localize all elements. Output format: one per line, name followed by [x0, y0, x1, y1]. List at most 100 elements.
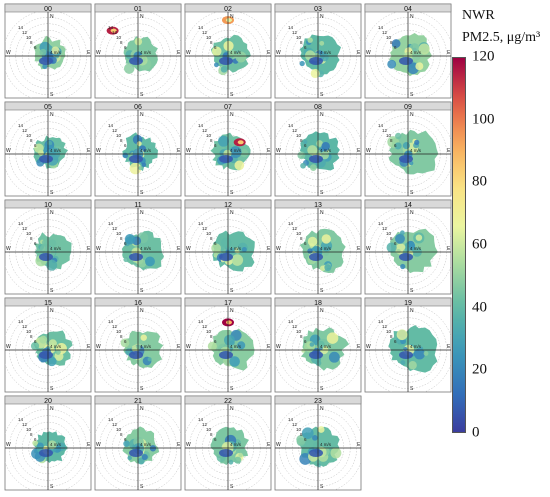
direction-label-n: N — [50, 210, 54, 216]
concentration-patch — [321, 234, 331, 244]
concentration-patch — [330, 447, 342, 459]
ring-label: 4 m/s — [50, 148, 62, 153]
ring-label: 14 — [378, 123, 384, 128]
direction-label-s: S — [230, 190, 234, 196]
colorbar-title: NWR PM2.5, μg/m³ — [462, 5, 540, 49]
ring-label: 10 — [386, 329, 392, 334]
direction-label-e: E — [177, 148, 181, 154]
direction-label-n: N — [50, 112, 54, 118]
panel-title: 18 — [314, 300, 322, 307]
direction-label-e: E — [357, 246, 361, 252]
ring-label: 4 m/s — [140, 344, 152, 349]
concentration-patch — [328, 351, 340, 363]
ring-label: 12 — [22, 324, 28, 329]
direction-label-s: S — [230, 92, 234, 98]
colorbar-tick-label: 20 — [472, 361, 487, 378]
ring-label: 6 — [304, 45, 307, 50]
ring-label: 6 — [124, 241, 127, 246]
ring-label: 8 — [390, 40, 393, 45]
direction-label-n: N — [320, 406, 324, 412]
concentration-patch — [138, 259, 147, 268]
concentration-patch — [400, 360, 406, 366]
concentration-patch — [140, 334, 147, 341]
low-concentration-core — [399, 253, 413, 261]
concentration-patch — [299, 60, 305, 67]
low-concentration-core — [399, 155, 413, 163]
ring-label: 12 — [382, 324, 388, 329]
ring-label: 12 — [202, 324, 208, 329]
ring-label: 6 — [394, 143, 397, 148]
ring-label: 14 — [108, 25, 114, 30]
ring-label: 10 — [26, 133, 32, 138]
direction-label-w: W — [6, 344, 11, 350]
ring-label: 12 — [202, 30, 208, 35]
direction-label-e: E — [87, 246, 91, 252]
concentration-patch — [418, 43, 430, 55]
ring-label: 8 — [300, 236, 303, 241]
direction-label-s: S — [140, 386, 144, 392]
direction-label-e: E — [87, 442, 91, 448]
concentration-patch — [214, 62, 219, 68]
direction-label-s: S — [410, 92, 414, 98]
ring-label: 8 — [210, 236, 213, 241]
concentration-patch — [395, 233, 405, 244]
low-concentration-core — [219, 57, 233, 65]
colorbar-title-line2: PM2.5, μg/m³ — [462, 30, 541, 45]
direction-label-s: S — [140, 92, 144, 98]
concentration-patch — [415, 62, 424, 71]
ring-label: 12 — [202, 422, 208, 427]
low-concentration-core — [219, 449, 233, 457]
direction-label-e: E — [447, 344, 451, 350]
ring-label: 4 m/s — [140, 442, 152, 447]
ring-label: 4 m/s — [50, 344, 62, 349]
concentration-patch — [207, 341, 217, 351]
ring-label: 8 — [300, 138, 303, 143]
direction-label-w: W — [6, 442, 11, 448]
ring-label: 12 — [202, 128, 208, 133]
low-concentration-core — [219, 155, 233, 163]
panel-title: 16 — [134, 300, 142, 307]
direction-label-e: E — [177, 50, 181, 56]
ring-label: 8 — [210, 138, 213, 143]
ring-label: 6 — [124, 45, 127, 50]
ring-label: 10 — [386, 231, 392, 236]
panel-title: 09 — [404, 104, 412, 111]
concentration-patch — [400, 263, 406, 270]
direction-label-e: E — [87, 344, 91, 350]
panel-title: 22 — [224, 398, 232, 405]
direction-label-e: E — [357, 344, 361, 350]
direction-label-w: W — [6, 148, 11, 154]
ring-label: 14 — [108, 221, 114, 226]
low-concentration-core — [39, 155, 53, 163]
concentration-patch — [51, 46, 60, 55]
direction-label-s: S — [320, 288, 324, 294]
direction-label-w: W — [6, 50, 11, 56]
ring-label: 10 — [206, 427, 212, 432]
low-concentration-core — [129, 57, 143, 65]
concentration-patch — [395, 132, 402, 140]
ring-label: 12 — [292, 422, 298, 427]
direction-label-e: E — [267, 442, 271, 448]
direction-label-e: E — [267, 246, 271, 252]
colorbar-tick-label: 60 — [472, 236, 487, 253]
concentration-patch — [321, 141, 330, 151]
direction-label-n: N — [230, 308, 234, 314]
ring-label: 4 m/s — [230, 246, 242, 251]
low-concentration-core — [399, 351, 413, 359]
direction-label-n: N — [140, 112, 144, 118]
concentration-patch — [316, 463, 321, 468]
ring-label: 10 — [26, 35, 32, 40]
ring-label: 10 — [296, 35, 302, 40]
direction-label-n: N — [320, 14, 324, 20]
concentration-patch — [423, 351, 429, 356]
colorbar-tick-label: 120 — [472, 48, 495, 65]
ring-label: 6 — [124, 437, 127, 442]
